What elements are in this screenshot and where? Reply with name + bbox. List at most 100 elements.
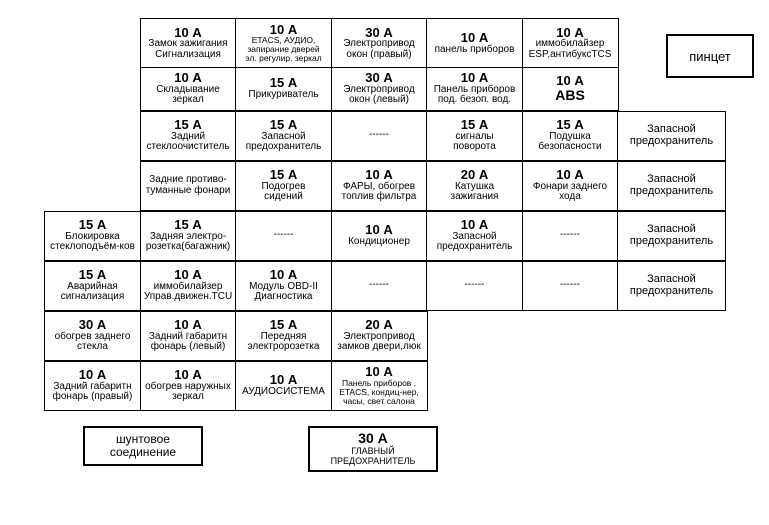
fuse-label: Панель приборов под. безоп. вод. — [434, 85, 516, 106]
fuse-amperage: 10 А — [174, 318, 201, 332]
spare-fuse-label: Запасной предохранитель — [630, 224, 713, 247]
fuse-amperage: 15 А — [174, 118, 201, 132]
tweezers-box: пинцет — [666, 34, 754, 78]
fuse-cell: 10 АABS — [522, 67, 619, 111]
fuse-cell: 20 АЭлектропривод замков двери,люк — [331, 311, 428, 361]
fuse-amperage: 15 А — [79, 268, 106, 282]
fuse-label: Блокировка стеклоподъём-ков — [50, 232, 135, 253]
fuse-cell: 10 Аиммобилайзер Управ.движен.TCU — [140, 261, 237, 311]
fuse-amperage: 10 А — [174, 268, 201, 282]
fuse-label: АУДИОСИСТЕМА — [242, 387, 325, 398]
fuse-row: 15 АБлокировка стеклоподъём-ков 15 АЗадня… — [44, 212, 761, 262]
fuse-label: ------ — [560, 280, 580, 291]
fuse-cell: 10 АСкладывание зеркал — [140, 67, 237, 111]
fuse-cell: 10 АЗадний габаритн фонарь (левый) — [140, 311, 237, 361]
fuse-label: Подушка безопасности — [538, 132, 601, 153]
fuse-cell: 10 ААУДИОСИСТЕМА — [235, 361, 332, 411]
fuse-amperage: 10 А — [556, 168, 583, 182]
fuse-row: Задние противо- туманные фонари15 АПодог… — [44, 162, 761, 212]
fuse-amperage: 10 А — [365, 365, 392, 379]
spare-fuse-cell: Запасной предохранитель — [617, 211, 726, 261]
fuse-label: ------ — [369, 130, 389, 141]
fuse-amperage: 15 А — [270, 118, 297, 132]
fuse-label: Подогрев сидений — [261, 182, 305, 203]
fuse-cell: 10 АФАРЫ, обогрев топлив фильтра — [331, 161, 428, 211]
fuse-label: обогрев заднего стекла — [55, 332, 131, 353]
fuse-amperage: 10 А — [270, 268, 297, 282]
fuse-cell: 10 АETACS, АУДИО, запирание дверей эл. р… — [235, 18, 332, 68]
fuse-label: ------ — [369, 280, 389, 291]
fuse-cell: 15 АЗадний стеклоочиститель — [140, 111, 237, 161]
fuse-amperage: 10 А — [270, 23, 297, 37]
fuse-amperage: 10 А — [365, 223, 392, 237]
fuse-cell: 15 АПодушка безопасности — [522, 111, 619, 161]
fuse-label: Катушка зажигания — [451, 182, 499, 203]
fuse-label: Передняя электророзетка — [248, 332, 320, 353]
fuse-label: сигналы поворота — [453, 132, 496, 153]
fuse-amperage: 15 А — [270, 168, 297, 182]
fuse-cell: 10 АЗапасной предохранитель — [426, 211, 523, 261]
fuse-label: Задние противо- туманные фонари — [146, 175, 231, 196]
fuse-cell: 15 АПодогрев сидений — [235, 161, 332, 211]
fuse-label: иммобилайзер Управ.движен.TCU — [144, 282, 232, 303]
fuse-label: Аварийная сигнализация — [61, 282, 125, 303]
fuse-label: Кондиционер — [348, 237, 410, 248]
fuse-label: Задний габаритн фонарь (левый) — [149, 332, 227, 353]
fuse-label: Запасной предохранитель — [246, 132, 322, 153]
fuse-amperage: 10 А — [461, 218, 488, 232]
fuse-amperage: 10 А — [365, 168, 392, 182]
fuse-cell: 10 Апанель приборов — [426, 18, 523, 68]
spare-fuse-cell: Запасной предохранитель — [617, 261, 726, 311]
fuse-cell: 30 АЭлектропривод окон (правый) — [331, 18, 428, 68]
fuse-label: Панель приборов , ETACS, кондиц-нер, час… — [339, 379, 419, 406]
fuse-cell: ------ — [235, 211, 332, 261]
fuse-cell: 30 АЭлектропривод окон (левый) — [331, 67, 428, 111]
fuse-cell: 10 АПанель приборов под. безоп. вод. — [426, 67, 523, 111]
fuse-amperage: 20 А — [365, 318, 392, 332]
fuse-cell: 15 ААварийная сигнализация — [44, 261, 141, 311]
fuse-cell: 10 АФонари заднего хода — [522, 161, 619, 211]
fuse-label: Задний габаритн фонарь (правый) — [53, 382, 133, 403]
fuse-label: Электропривод замков двери,люк — [337, 332, 420, 353]
fuse-cell: 15 АБлокировка стеклоподъём-ков — [44, 211, 141, 261]
fuse-amperage: 15 А — [270, 76, 297, 90]
fuse-label: Фонари заднего хода — [533, 182, 607, 203]
fuse-label: иммобилайзер ESP,антибуксTCS — [529, 39, 612, 60]
fuse-cell: 20 АКатушка зажигания — [426, 161, 523, 211]
fuse-label: Электропривод окон (правый) — [343, 39, 414, 60]
spare-fuse-cell: Запасной предохранитель — [617, 111, 726, 161]
fuse-row: 30 Аобогрев заднего стекла10 АЗадний габ… — [44, 312, 761, 362]
fuse-label: ------ — [465, 280, 485, 291]
fuse-amperage: 10 А — [79, 368, 106, 382]
main-fuse-label: ГЛАВНЫЙ ПРЕДОХРАНИТЕЛЬ — [331, 447, 416, 467]
fuse-amperage: 10 А — [174, 26, 201, 40]
spare-fuse-cell: Запасной предохранитель — [617, 161, 726, 211]
fuse-row: 10 АЗадний габаритн фонарь (правый)10 Ао… — [44, 362, 761, 412]
main-fuse-box: 30 А ГЛАВНЫЙ ПРЕДОХРАНИТЕЛЬ — [308, 426, 438, 472]
fuse-cell: ------ — [522, 261, 619, 311]
fuse-label: Прикуриватель — [248, 90, 318, 101]
fuse-row: 15 АЗадний стеклоочиститель15 АЗапасной … — [44, 112, 761, 162]
fuse-label: ФАРЫ, обогрев топлив фильтра — [342, 182, 417, 203]
fuse-amperage: 15 А — [174, 218, 201, 232]
fuse-cell: 10 Аобогрев наружных зеркал — [140, 361, 237, 411]
fuse-amperage: 15 А — [556, 118, 583, 132]
fuse-label: Электропривод окон (левый) — [343, 85, 414, 106]
fuse-grid: 10 АЗамок зажигания Сигнализация10 АETAC… — [44, 18, 761, 412]
shunt-connection-box: шунтовое соединение — [83, 426, 203, 466]
fuse-label: ETACS, АУДИО, запирание дверей эл. регул… — [245, 36, 321, 63]
fuse-amperage: 10 А — [174, 368, 201, 382]
fuse-amperage: 30 А — [365, 26, 392, 40]
fuse-cell: ------ — [522, 211, 619, 261]
fuse-cell: 10 Аиммобилайзер ESP,антибуксTCS — [522, 18, 619, 68]
fuse-cell: 10 АМодуль OBD-II Диагностика — [235, 261, 332, 311]
fuse-amperage: 10 А — [174, 71, 201, 85]
fuse-amperage: 10 А — [556, 74, 583, 88]
main-fuse-amp: 30 А — [358, 431, 388, 446]
fuse-label: Задняя электро- розетка(багажник) — [146, 232, 230, 253]
fuse-amperage: 10 А — [461, 71, 488, 85]
spare-fuse-label: Запасной предохранитель — [630, 174, 713, 197]
fuse-cell: 10 АКондиционер — [331, 211, 428, 261]
fuse-cell: 15 АЗапасной предохранитель — [235, 111, 332, 161]
fuse-amperage: 15 А — [270, 318, 297, 332]
